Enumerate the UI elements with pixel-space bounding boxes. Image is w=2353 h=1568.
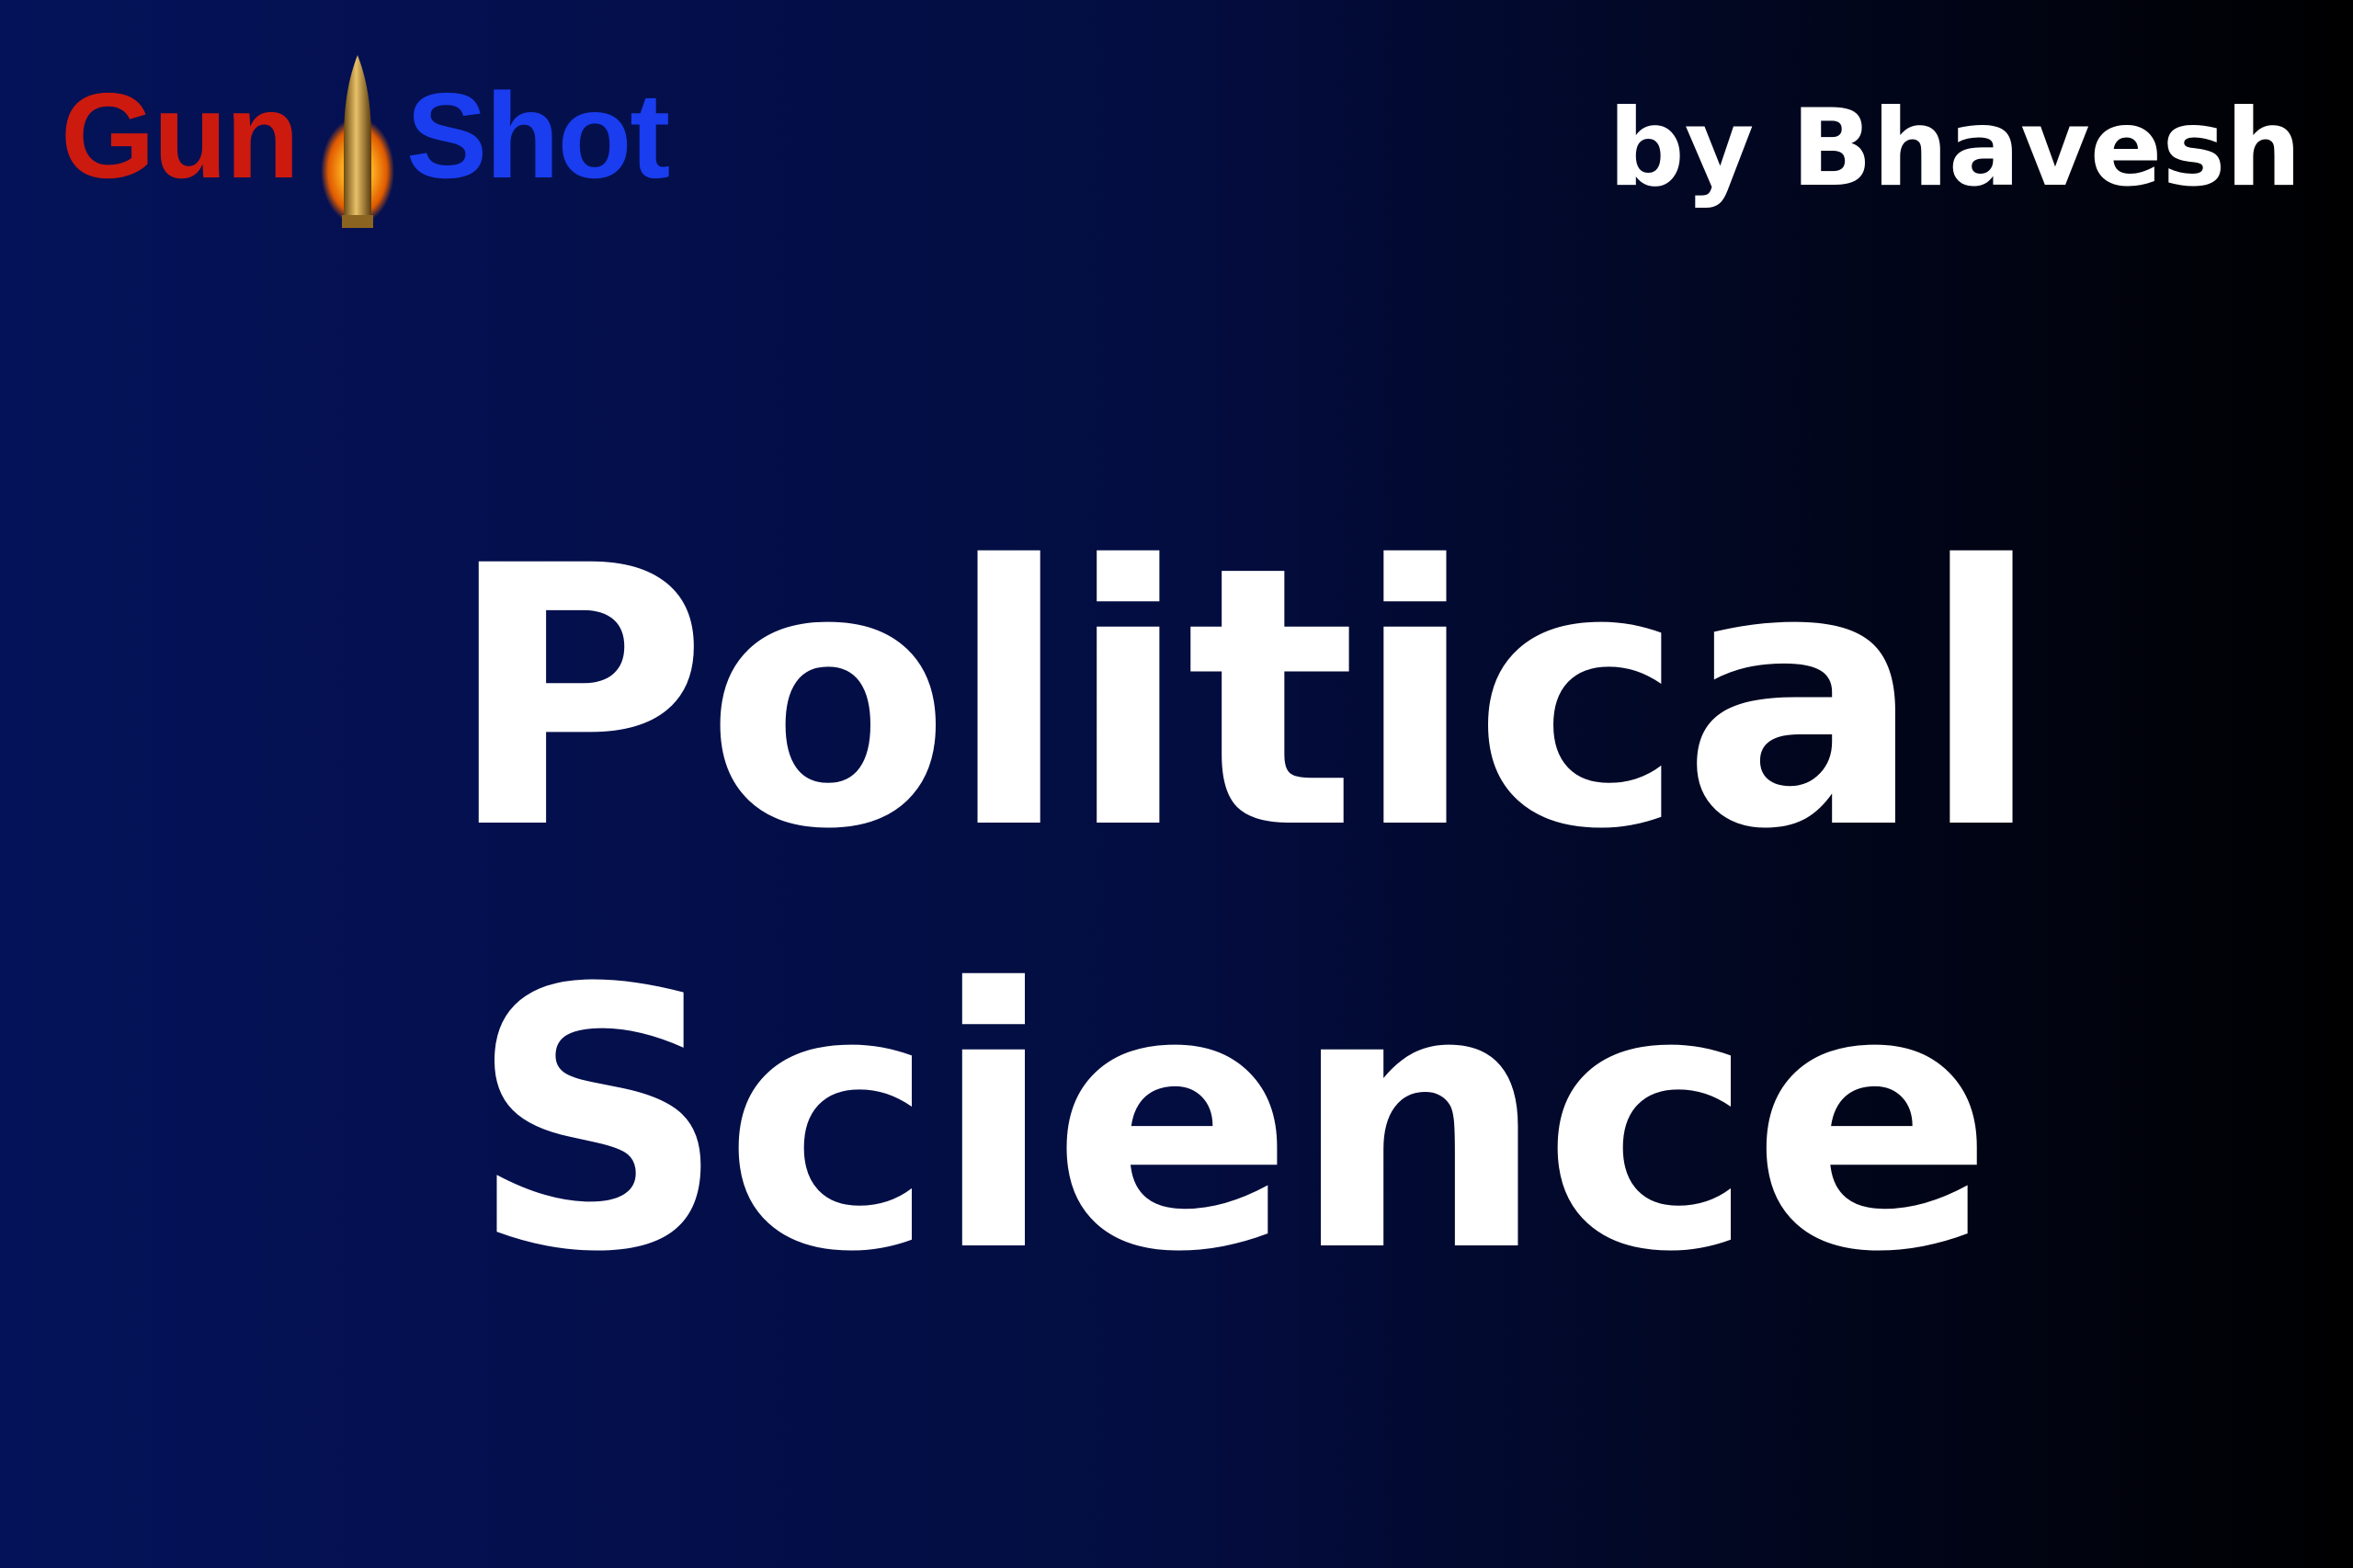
author-byline: by Bhavesh	[1608, 85, 2302, 213]
logo-text-gun: Gun	[61, 72, 298, 200]
title-line-1: Political	[446, 515, 2039, 882]
logo-text-shot: Shot	[406, 72, 668, 200]
title-line-2: Science	[469, 937, 1991, 1305]
bullet-icon	[316, 53, 399, 230]
brand-logo: Gun Shot	[61, 53, 722, 237]
